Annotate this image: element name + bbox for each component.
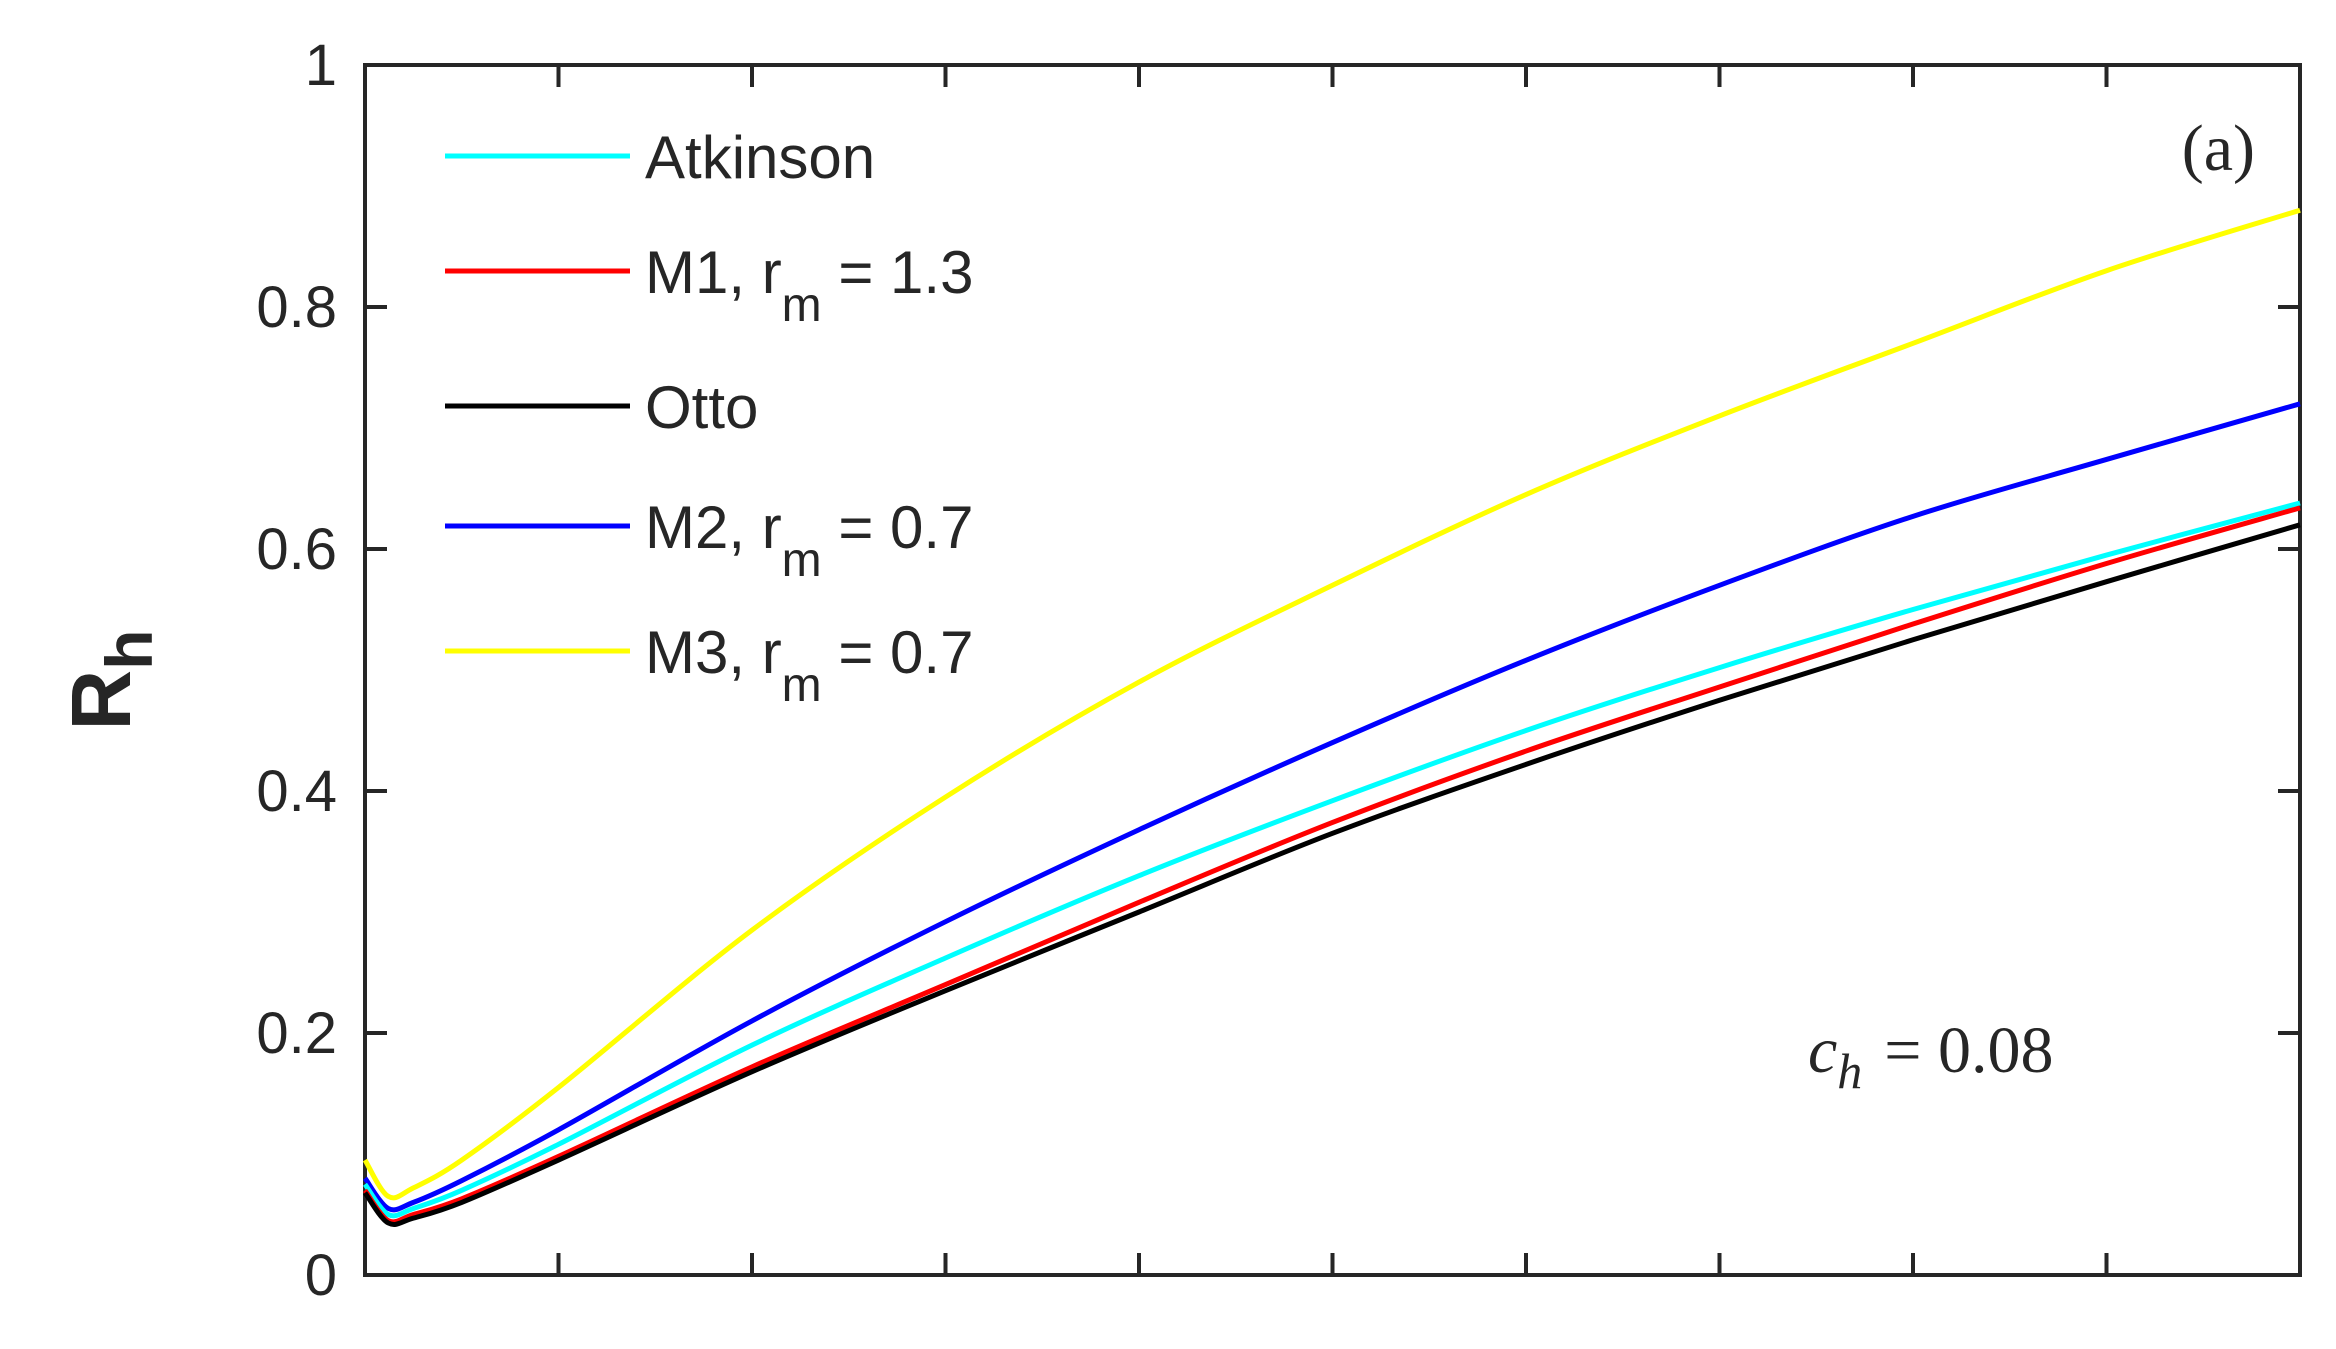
series-line-m1-r — [362, 505, 2301, 1225]
y-axis-label-subscript: h — [92, 630, 166, 670]
plot-area-frame — [363, 63, 2302, 1277]
legend-label: Otto — [645, 374, 758, 441]
y-tick-label: 0.2 — [256, 1001, 337, 1066]
y-axis-label-main: R — [54, 670, 148, 731]
legend-label: M2, rm = 0.7 — [645, 494, 973, 587]
y-tick-label: 0 — [305, 1243, 337, 1308]
panel-label: (a) — [2182, 112, 2255, 185]
series-line-atkinson — [362, 500, 2301, 1219]
axis-ticks: 0 0.2 0.4 0.6 0.8 1 — [256, 33, 2300, 1308]
y-tick-label: 0.4 — [256, 759, 337, 824]
series-lines — [362, 207, 2301, 1227]
legend-label: M1, rm = 1.3 — [645, 239, 973, 332]
y-tick-label: 0.6 — [256, 517, 337, 582]
series-line-otto — [362, 522, 2301, 1227]
annotation-ch: ch = 0.08 — [1808, 1014, 2054, 1099]
annotation-value: = 0.08 — [1884, 1014, 2053, 1087]
svg-text:Rh: Rh — [54, 630, 166, 731]
series-line-m2-r — [362, 401, 2301, 1213]
annotation-subscript: h — [1837, 1043, 1862, 1099]
legend: Atkinson M1, rm = 1.3 Otto M2, rm = 0.7 M3, … — [445, 124, 973, 712]
series-line-m3-r — [362, 207, 2301, 1201]
y-axis-label: Rh — [54, 630, 166, 731]
y-tick-label: 0.8 — [256, 275, 337, 340]
legend-label: M3, rm = 0.7 — [645, 619, 973, 712]
annotation-symbol: c — [1808, 1014, 1837, 1087]
legend-label: Atkinson — [645, 124, 875, 191]
y-tick-label: 1 — [305, 33, 337, 98]
